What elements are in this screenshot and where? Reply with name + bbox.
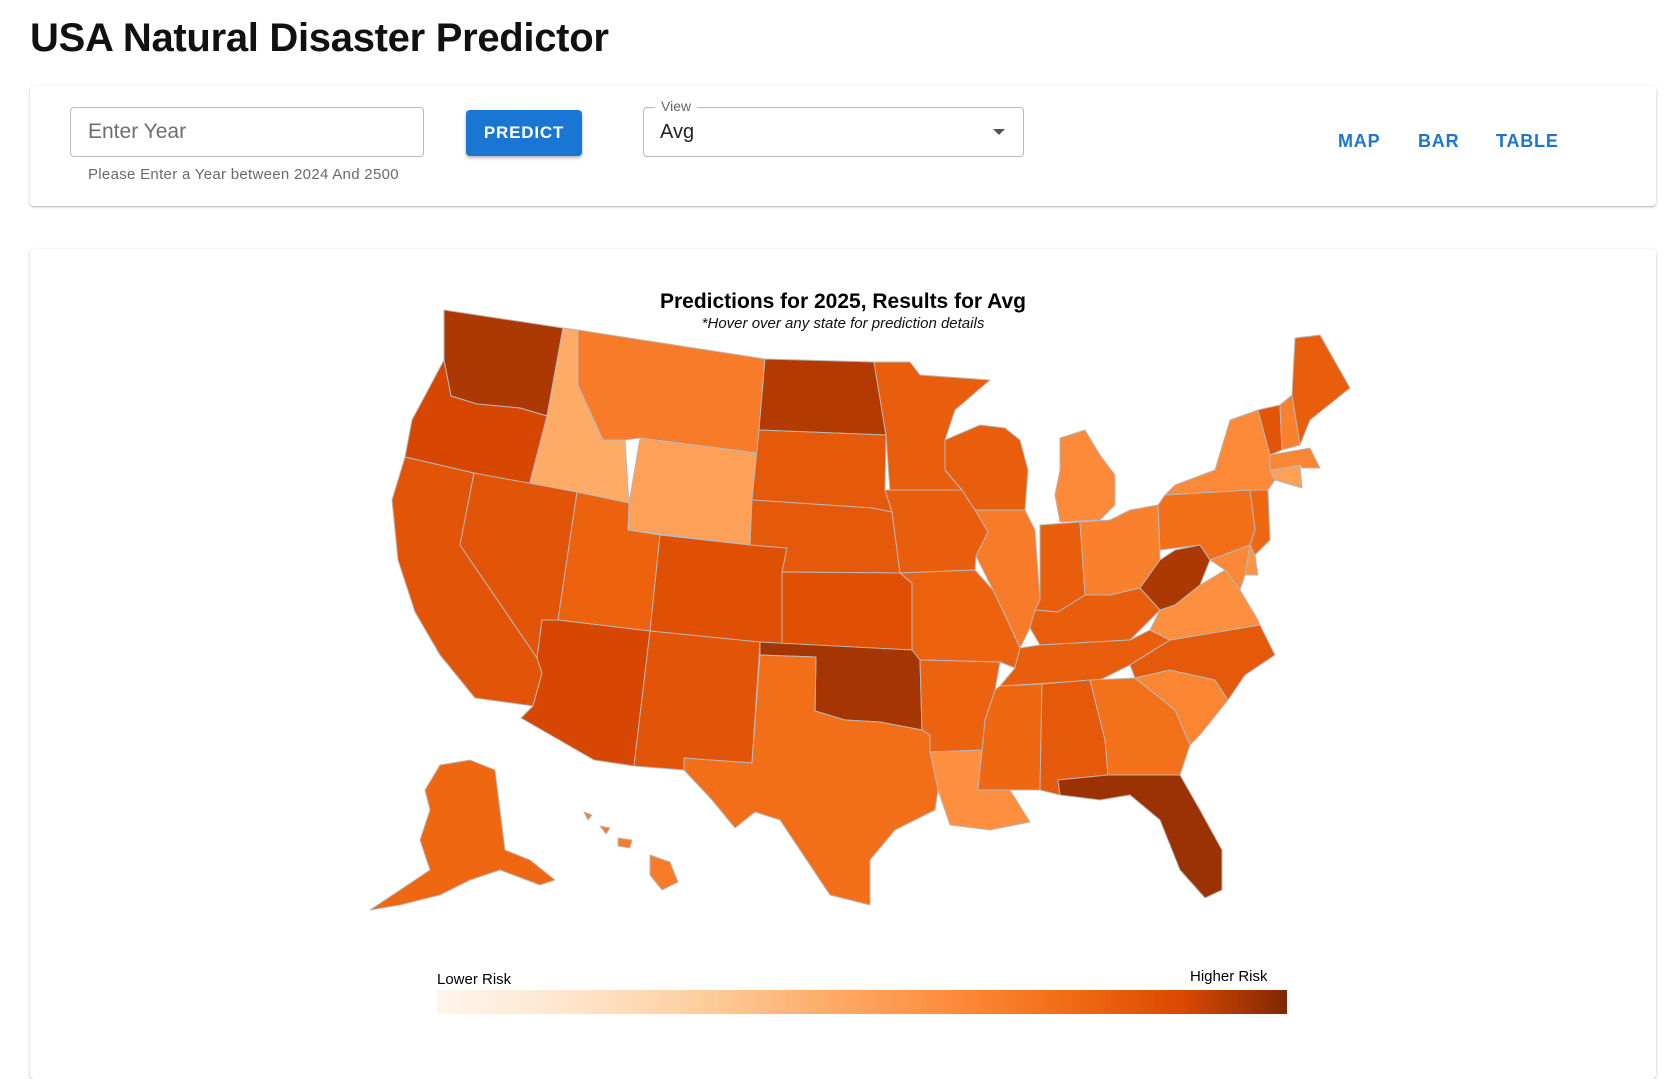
state-WY[interactable]: [627, 437, 758, 546]
legend-color-scale: [437, 990, 1287, 1014]
year-helper-text: Please Enter a Year between 2024 And 250…: [88, 166, 399, 183]
map-view-button[interactable]: MAP: [1338, 131, 1381, 151]
controls-panel: Please Enter a Year between 2024 And 250…: [30, 86, 1656, 206]
legend-high-label: Higher Risk: [1190, 968, 1268, 985]
state-KS[interactable]: [781, 571, 913, 651]
state-MI[interactable]: [1054, 429, 1116, 523]
state-MA[interactable]: [1269, 447, 1321, 471]
state-TX[interactable]: [683, 654, 939, 906]
map-panel: Predictions for 2025, Results for Avg *H…: [30, 249, 1656, 1079]
us-choropleth-map: [369, 309, 1351, 911]
view-select-value: Avg: [660, 121, 695, 143]
state-IN[interactable]: [1034, 521, 1086, 613]
legend-low-label: Lower Risk: [437, 971, 512, 988]
state-AK[interactable]: [369, 759, 556, 911]
chevron-down-icon: [993, 129, 1005, 135]
state-CO[interactable]: [649, 534, 788, 646]
state-AZ[interactable]: [520, 619, 651, 767]
state-NY[interactable]: [1164, 409, 1276, 496]
state-ND[interactable]: [758, 358, 887, 436]
table-view-button[interactable]: TABLE: [1496, 131, 1559, 151]
state-HI[interactable]: [583, 811, 679, 891]
map-subtitle: *Hover over any state for prediction det…: [701, 315, 985, 332]
state-MD[interactable]: [1209, 544, 1251, 591]
view-select[interactable]: View Avg: [643, 98, 1024, 157]
view-select-label: View: [655, 98, 698, 114]
predict-button[interactable]: PREDICT: [466, 110, 582, 156]
state-MT[interactable]: [577, 329, 766, 454]
state-NM[interactable]: [633, 630, 761, 771]
bar-view-button[interactable]: BAR: [1418, 131, 1460, 151]
state-ME[interactable]: [1291, 334, 1351, 446]
page-title: USA Natural Disaster Predictor: [30, 16, 609, 60]
state-WI[interactable]: [944, 424, 1029, 511]
year-input[interactable]: [70, 107, 424, 157]
map-title: Predictions for 2025, Results for Avg: [659, 290, 1027, 313]
state-FL[interactable]: [1057, 774, 1223, 899]
state-SD[interactable]: [751, 429, 893, 513]
